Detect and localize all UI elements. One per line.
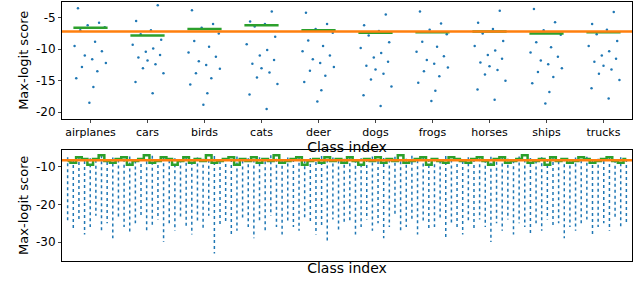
- svg-text:cats: cats: [250, 126, 273, 139]
- svg-text:birds: birds: [191, 126, 218, 139]
- svg-text:trucks: trucks: [587, 126, 621, 139]
- svg-text:cars: cars: [136, 126, 159, 139]
- svg-text:-20: -20: [36, 105, 56, 119]
- svg-text:ships: ships: [532, 126, 561, 139]
- svg-text:-5: -5: [44, 11, 56, 25]
- svg-text:-30: -30: [36, 235, 56, 249]
- svg-text:Max-logit score: Max-logit score: [16, 156, 31, 255]
- svg-text:Class index: Class index: [307, 260, 387, 276]
- svg-text:-10: -10: [36, 42, 56, 56]
- svg-text:frogs: frogs: [419, 126, 447, 139]
- svg-text:deer: deer: [306, 126, 332, 139]
- svg-text:Class index: Class index: [307, 139, 387, 155]
- svg-text:airplanes: airplanes: [65, 126, 116, 139]
- svg-text:horses: horses: [471, 126, 508, 139]
- svg-text:Max-logit score: Max-logit score: [16, 11, 31, 110]
- svg-text:-15: -15: [36, 74, 56, 88]
- svg-text:dogs: dogs: [362, 126, 389, 139]
- svg-text:-20: -20: [36, 198, 56, 212]
- svg-text:-10: -10: [36, 160, 56, 174]
